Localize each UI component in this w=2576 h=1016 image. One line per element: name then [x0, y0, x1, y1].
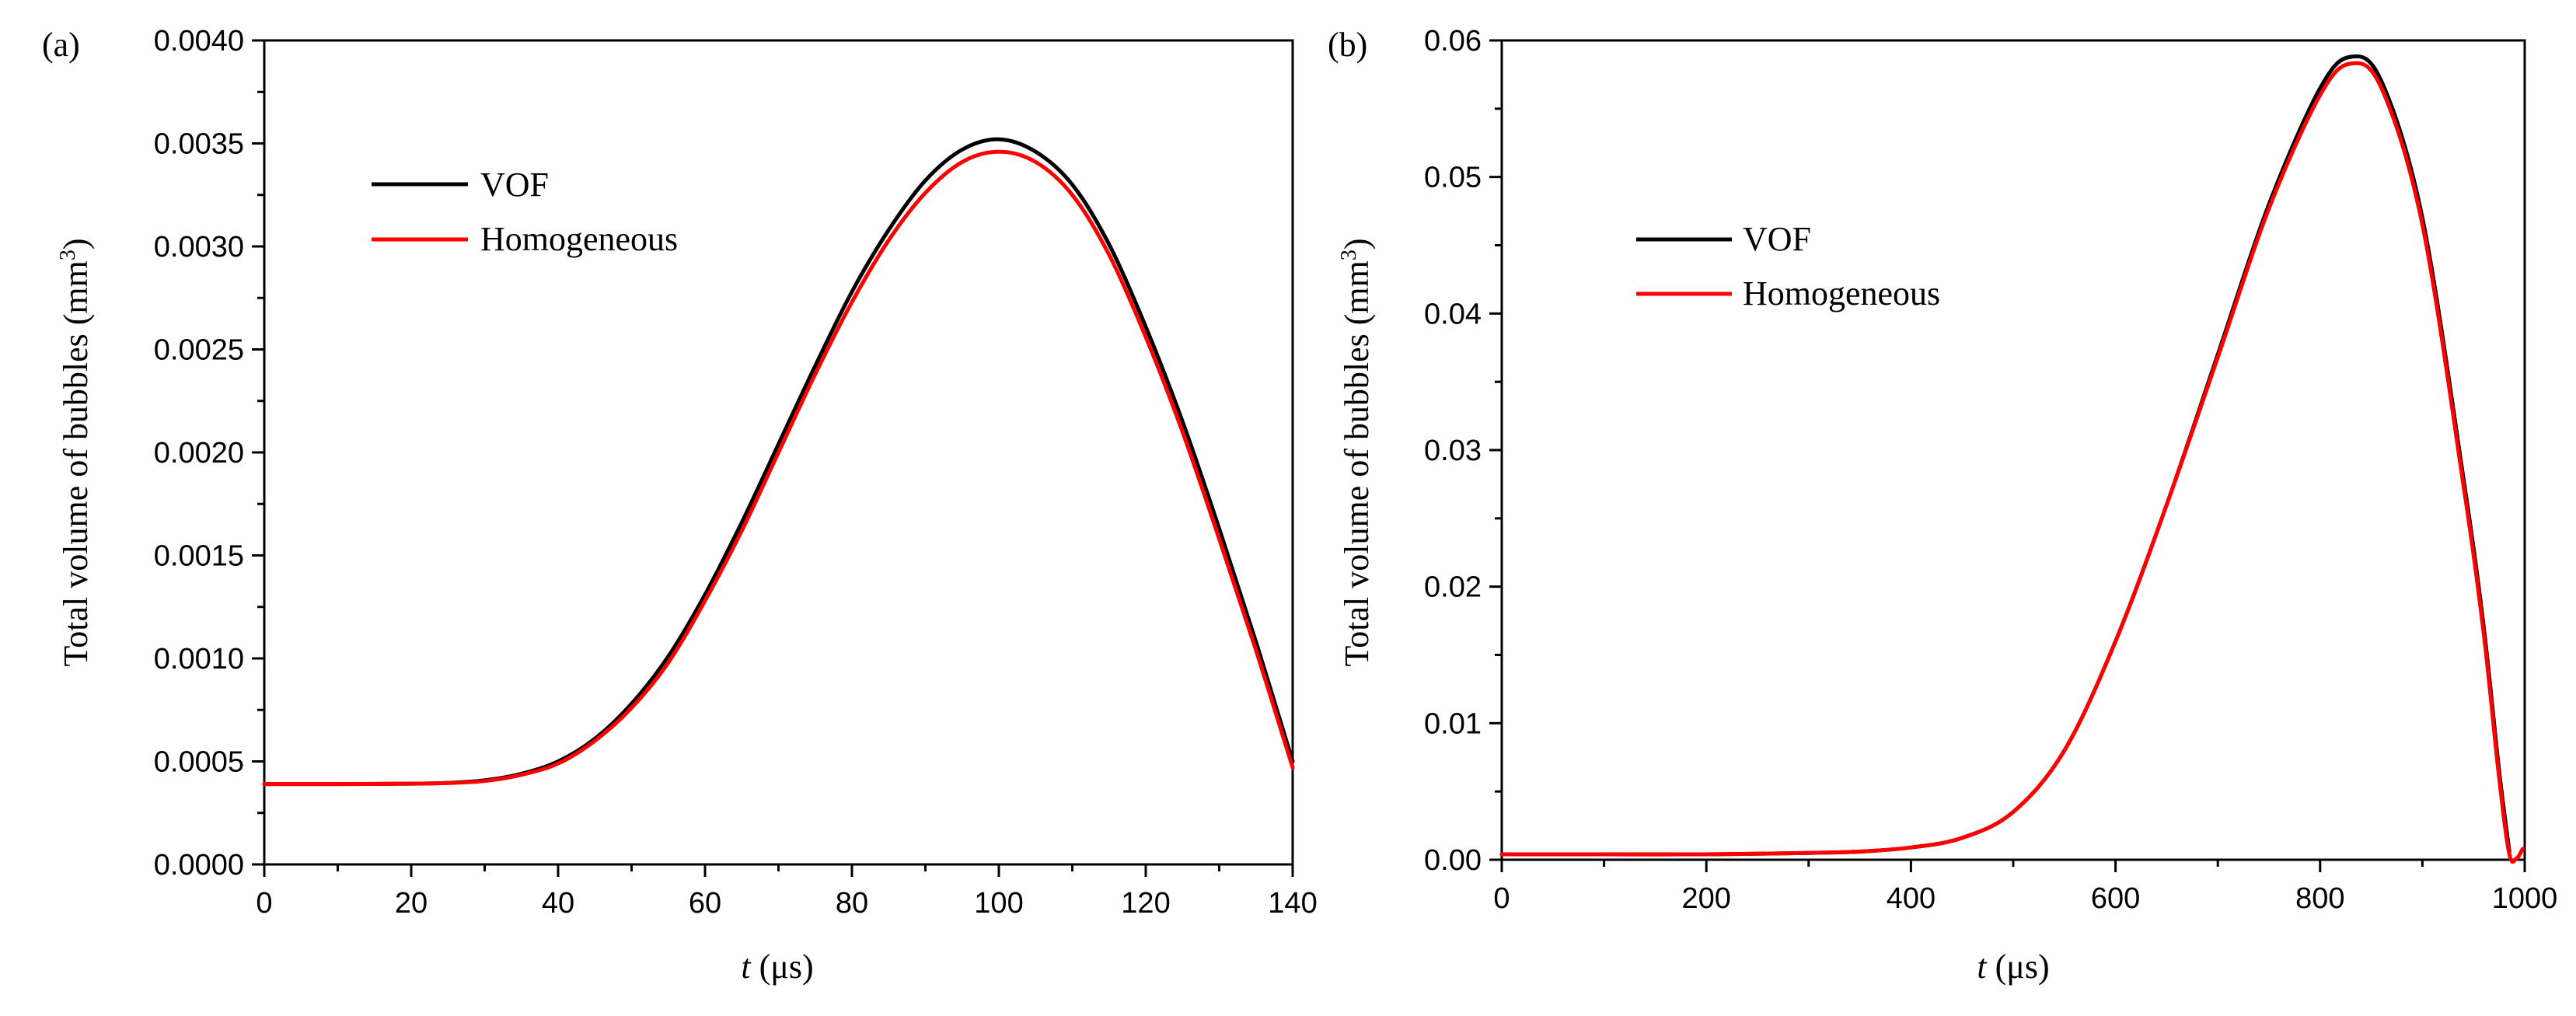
x-tick-label: 140: [1268, 887, 1317, 920]
panel-a-xtick-labels: 0 20 40 60 80 100 120 140: [256, 887, 1317, 920]
x-tick-label: 800: [2295, 882, 2344, 915]
x-tick-label: 100: [974, 887, 1023, 920]
y-tick-label: 0.04: [1424, 298, 1482, 330]
x-tick-label: 20: [395, 887, 428, 920]
panel-b-legend: VOF Homogeneous: [1636, 220, 1940, 312]
panel-b-y-axis-title: Total volume of bubbles (mm3): [1337, 238, 1376, 666]
x-tick-label: 80: [836, 887, 868, 920]
panel-b-x-axis-title: t (μs): [1977, 948, 2049, 986]
y-tick-label: 0.0030: [154, 231, 244, 264]
panel-a-ticks: [252, 39, 1294, 877]
y-tick-label: 0.06: [1424, 25, 1482, 58]
panel-a-y-axis-title: Total volume of bubbles (mm3): [56, 238, 95, 666]
panel-b-legend-vof-label: VOF: [1743, 220, 1811, 258]
y-tick-label: 0.0035: [154, 128, 244, 161]
x-tick-label: 0: [1493, 882, 1510, 915]
x-tick-label: 600: [2091, 882, 2140, 915]
panel-a-series: [262, 137, 1295, 787]
x-tick-label: 400: [1887, 882, 1935, 915]
y-tick-label: 0.0015: [154, 540, 244, 573]
y-tick-label: 0.0010: [154, 643, 244, 676]
panel-a-ytick-labels: 0.0000 0.0005 0.0010 0.0015 0.0020 0.0025 0.00…: [154, 25, 244, 882]
y-tick-label: 0.0005: [154, 746, 244, 779]
x-tick-label: 120: [1121, 887, 1170, 920]
panel-b: (b) 0.00 0.01 0.02 0.03 0.04 0.05 0.06 0 200 400…: [1328, 25, 2557, 986]
series-line-homogeneous: [1499, 61, 2525, 864]
x-tick-label: 200: [1681, 882, 1730, 915]
series-line-vof: [1499, 54, 2511, 857]
x-tick-label: 60: [689, 887, 721, 920]
panel-b-ytick-labels: 0.00 0.01 0.02 0.03 0.04 0.05 0.06: [1424, 25, 1482, 877]
panel-a-legend-vof-label: VOF: [480, 166, 549, 204]
panel-a-legend-homogeneous-label: Homogeneous: [480, 220, 678, 258]
x-tick-label: 0: [256, 887, 272, 920]
y-tick-label: 0.0025: [154, 334, 244, 367]
y-tick-label: 0.03: [1424, 435, 1482, 467]
panel-b-frame: [1500, 39, 2526, 861]
y-tick-label: 0.0040: [154, 25, 244, 58]
panel-b-legend-homogeneous-label: Homogeneous: [1743, 274, 1940, 312]
x-tick-label: 1000: [2492, 882, 2558, 915]
x-tick-label: 40: [542, 887, 574, 920]
series-line-homogeneous: [262, 149, 1295, 787]
series-line-vof: [262, 137, 1295, 787]
panel-b-xtick-labels: 0 200 400 600 800 1000: [1493, 882, 2557, 915]
y-tick-label: 0.02: [1424, 571, 1482, 604]
y-tick-label: 0.0000: [154, 849, 244, 882]
panel-a-label: (a): [42, 26, 80, 64]
panel-b-series: [1499, 54, 2525, 864]
panel-b-label: (b): [1328, 26, 1367, 64]
panel-a-x-axis-title: t (μs): [741, 948, 813, 986]
panel-a-legend: VOF Homogeneous: [372, 166, 678, 258]
y-tick-label: 0.0020: [154, 437, 244, 470]
y-tick-label: 0.00: [1424, 844, 1482, 877]
panel-b-ticks: [1489, 39, 2526, 872]
y-tick-label: 0.01: [1424, 707, 1482, 740]
y-tick-label: 0.05: [1424, 162, 1482, 194]
panel-a: (a) 0.0000 0.0005 0.0010 0.0015 0.0020 0.0025…: [42, 25, 1318, 986]
